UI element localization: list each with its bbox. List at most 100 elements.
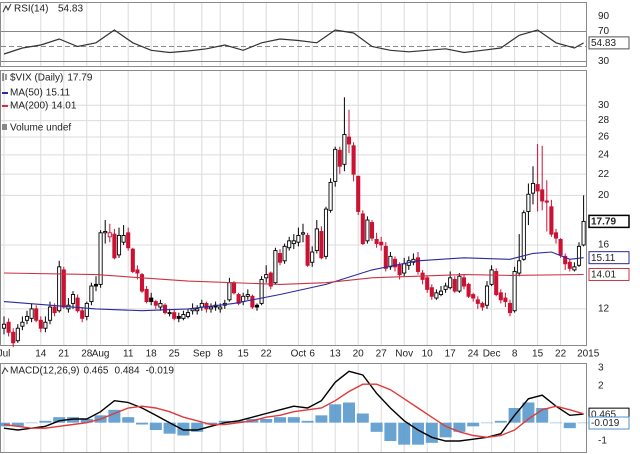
legend-name: MA(200) xyxy=(10,101,48,112)
x-tick-label: 21 xyxy=(58,349,70,360)
candle-body xyxy=(452,278,457,292)
macd-value-label-box xyxy=(588,416,630,430)
candle-body xyxy=(369,222,375,239)
candle-body xyxy=(121,234,126,243)
candle-body xyxy=(346,136,352,145)
candle-body xyxy=(544,200,549,203)
candle-body xyxy=(489,269,494,285)
candle-body xyxy=(6,321,11,333)
candle-body xyxy=(277,252,283,263)
macd-histogram-bar xyxy=(163,422,176,434)
candle-body xyxy=(287,240,292,249)
rsi-legend-name: RSI(14) xyxy=(14,4,48,15)
macd-panel xyxy=(0,363,587,453)
candle-body xyxy=(144,288,149,303)
macd-line xyxy=(3,383,584,439)
x-tick-label: Nov xyxy=(395,349,413,360)
x-tick-label: 11 xyxy=(123,349,134,360)
candle-body xyxy=(241,295,246,303)
candle-body xyxy=(466,283,471,297)
candle-body xyxy=(540,189,545,202)
x-tick-label: 15 xyxy=(532,349,544,360)
candle-body xyxy=(167,312,172,315)
y-tick-label: 30 xyxy=(598,56,610,67)
candle-body xyxy=(521,212,526,260)
macd-histogram-bar xyxy=(149,422,162,430)
candle-body xyxy=(567,261,572,269)
x-tick-label: 24 xyxy=(468,349,480,360)
candle-body xyxy=(549,206,554,235)
macd-histogram-bar xyxy=(287,417,300,423)
candle-body xyxy=(388,255,393,268)
candle-body xyxy=(149,297,154,303)
legend-value: 14.01 xyxy=(51,101,76,112)
candle-body xyxy=(480,302,485,308)
candle-body xyxy=(438,290,444,295)
candle-body xyxy=(34,308,39,321)
candle-body xyxy=(208,306,214,310)
y-tick-label: 16 xyxy=(598,240,610,251)
candle-body xyxy=(116,234,122,256)
candle-body xyxy=(337,149,342,167)
candle-body xyxy=(98,232,103,285)
macd-histogram-bar xyxy=(205,422,217,425)
macd-histogram-bar xyxy=(370,422,383,432)
candle-body xyxy=(397,264,402,276)
macd-title: MACD(12,26,9) xyxy=(10,366,79,377)
candle-body xyxy=(494,271,499,295)
candle-body xyxy=(231,282,237,294)
candle-body xyxy=(273,250,278,284)
volume-label: Volume undef xyxy=(10,123,71,134)
y-tick-label: 22 xyxy=(598,169,610,180)
macd-legend-value: 0.465 xyxy=(83,366,108,377)
macd-histogram-bar xyxy=(218,420,231,423)
candle-body xyxy=(11,331,16,344)
candle-body xyxy=(227,282,232,301)
rsi-line xyxy=(3,29,584,55)
macd-histogram-bar xyxy=(329,404,342,423)
candle-body xyxy=(52,306,57,314)
candle-body xyxy=(576,245,582,266)
candle-body xyxy=(498,292,503,301)
macd-histogram-bar xyxy=(191,422,204,432)
moving-average-line xyxy=(3,251,584,312)
candle-body xyxy=(443,285,448,290)
y-tick-label: 70 xyxy=(598,26,610,37)
macd-histogram-bar xyxy=(177,422,190,436)
candle-body xyxy=(218,306,223,310)
x-tick-label: Jul xyxy=(0,349,10,360)
candle-body xyxy=(268,272,273,287)
candle-body xyxy=(553,232,559,239)
candle-body xyxy=(503,297,508,303)
candle-body xyxy=(29,308,34,319)
x-tick-label: Dec xyxy=(483,349,501,360)
macd-histogram-bar xyxy=(11,422,24,427)
y-tick-label: 26 xyxy=(598,132,610,143)
x-tick-label: 14 xyxy=(35,349,47,360)
macd-histogram-bar xyxy=(398,422,411,445)
macd-histogram-bar xyxy=(39,420,52,423)
candle-body xyxy=(471,294,476,299)
candle-body xyxy=(434,292,439,299)
candle-body xyxy=(563,255,568,265)
macd-histogram-bar xyxy=(80,419,93,423)
candle-body xyxy=(15,327,20,342)
macd-histogram-bar xyxy=(550,422,562,424)
rsi-value-label-box xyxy=(588,36,630,50)
macd-histogram-bar xyxy=(260,419,273,423)
ma-value-label-box xyxy=(588,251,630,265)
y-tick-label: 2 xyxy=(598,381,604,392)
candle-body xyxy=(314,228,319,252)
macd-legend-value: 0.484 xyxy=(115,366,140,377)
candle-body xyxy=(20,321,25,327)
candle-body xyxy=(103,231,108,234)
y-tick-label: 30 xyxy=(598,100,610,111)
macd-histogram-bar xyxy=(136,422,148,425)
macd-histogram-bar xyxy=(53,417,66,423)
candle-body xyxy=(333,148,338,182)
macd-histogram-bar xyxy=(301,420,314,423)
candle-body xyxy=(75,297,80,312)
x-tick-label: 6 xyxy=(309,349,315,360)
candle-body xyxy=(126,232,131,249)
candle-body xyxy=(360,213,365,245)
